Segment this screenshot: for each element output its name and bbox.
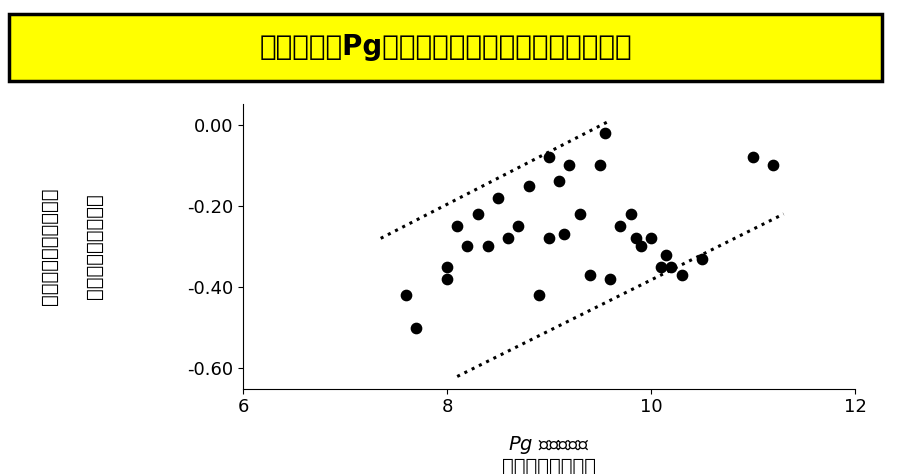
Point	[572, 210, 587, 218]
Point	[552, 178, 566, 185]
Point	[659, 251, 673, 258]
Point	[440, 275, 454, 283]
Point	[440, 263, 454, 271]
Point	[532, 292, 546, 299]
Point	[674, 271, 688, 279]
Point	[624, 210, 638, 218]
Point	[491, 194, 505, 201]
Point	[598, 129, 612, 137]
Point	[501, 235, 516, 242]
Point	[644, 235, 658, 242]
Text: 骨格筋脂肪化マーカー: 骨格筋脂肪化マーカー	[40, 188, 59, 305]
Point	[481, 243, 495, 250]
Point	[521, 182, 535, 189]
Point	[410, 324, 424, 331]
Point	[664, 263, 679, 271]
Point	[511, 222, 526, 230]
Point	[399, 292, 413, 299]
Point	[460, 243, 474, 250]
Point	[450, 222, 464, 230]
Text: $\mathit{Pg}$ 血清抗体価: $\mathit{Pg}$ 血清抗体価	[508, 434, 590, 456]
Text: （脂肪化の進行度）: （脂肪化の進行度）	[85, 193, 104, 300]
FancyBboxPatch shape	[9, 14, 882, 81]
Point	[654, 263, 669, 271]
Point	[582, 271, 597, 279]
Point	[634, 243, 648, 250]
Text: 歯周病菌（Pg）が増えると筋肉の脂肪化が進む: 歯周病菌（Pg）が増えると筋肉の脂肪化が進む	[259, 33, 632, 62]
Text: （歯周病菌の数）: （歯周病菌の数）	[502, 457, 596, 474]
Point	[562, 162, 577, 169]
Point	[628, 235, 643, 242]
Point	[542, 235, 556, 242]
Point	[613, 222, 627, 230]
Point	[593, 162, 608, 169]
Point	[766, 162, 780, 169]
Point	[542, 153, 556, 161]
Point	[603, 275, 617, 283]
Point	[557, 230, 572, 238]
Point	[695, 255, 709, 263]
Point	[746, 153, 760, 161]
Point	[471, 210, 485, 218]
